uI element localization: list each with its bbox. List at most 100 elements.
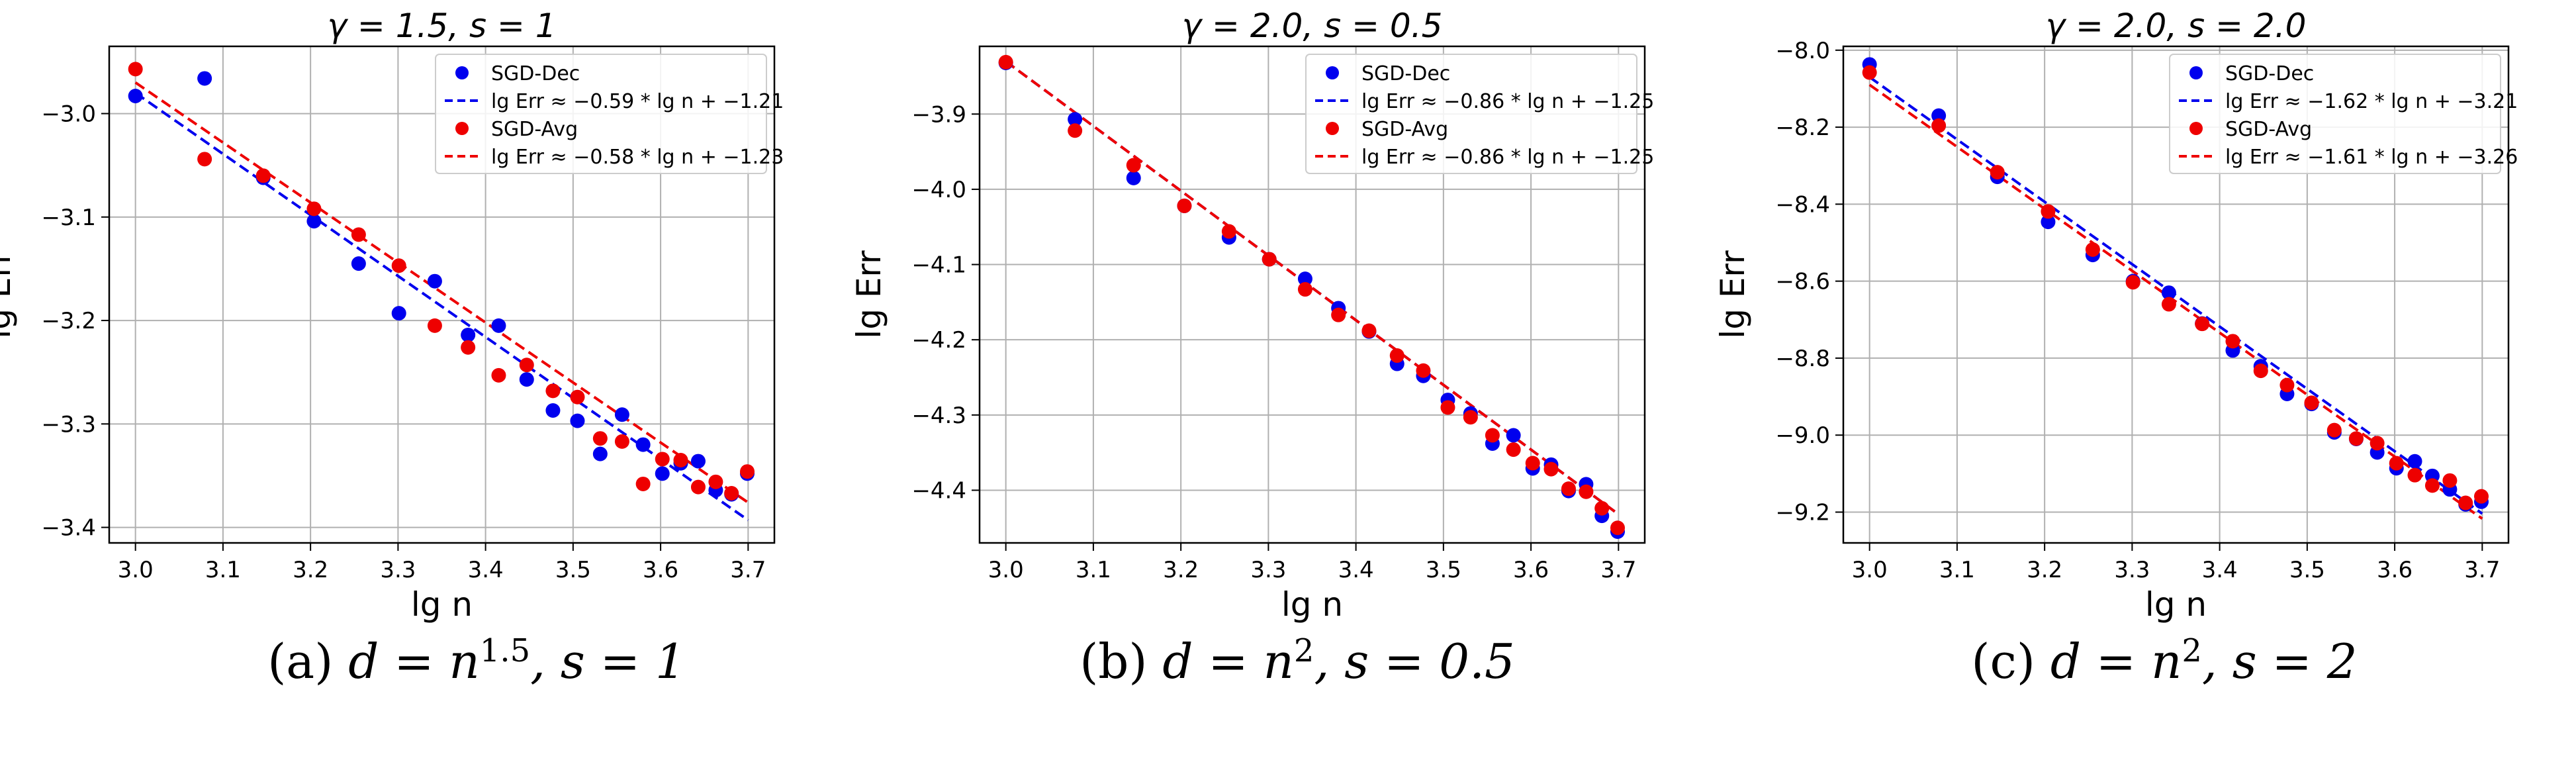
x-tick-label: 3.2 (1163, 557, 1199, 583)
sgd-dec-point (570, 413, 585, 428)
sgd-avg-point (570, 389, 585, 405)
caption-a-label: (a) (267, 634, 349, 689)
fit-line-avg (134, 81, 749, 504)
caption-a-rest: , s = 1 (530, 634, 686, 689)
y-tick-label: −3.1 (41, 205, 96, 231)
sgd-avg-point (2326, 422, 2342, 438)
caption-a-math: d = n (348, 634, 480, 689)
legend-entry-dec-fit-label: lg Err ≈ −0.86 * lg n + −1.25 (1361, 90, 1654, 113)
sgd-dec-point (614, 407, 629, 422)
sgd-avg-point (998, 54, 1013, 70)
legend-entry-sgd-dec-marker (2189, 66, 2203, 79)
caption-b-label: (b) (1080, 634, 1163, 689)
sgd-dec-point (1297, 271, 1312, 287)
x-tick-label: 3.1 (1939, 557, 1975, 583)
x-tick-label: 3.6 (2377, 557, 2413, 583)
x-tick-label: 3.0 (118, 557, 154, 583)
y-tick-label: −3.4 (41, 515, 96, 542)
chart-title: γ = 1.5, s = 1 (327, 7, 556, 45)
sgd-dec-point (461, 327, 476, 342)
y-axis-label: lg Err (850, 250, 888, 339)
caption-b-exponent: 2 (1293, 632, 1314, 669)
y-axis-label: lg Err (1714, 250, 1752, 339)
legend-entry-avg-fit-label: lg Err ≈ −1.61 * lg n + −3.26 (2225, 146, 2518, 169)
y-tick-label: −3.9 (911, 101, 966, 128)
x-tick-label: 3.2 (293, 557, 328, 583)
x-tick-label: 3.0 (988, 557, 1024, 583)
sgd-avg-point (519, 358, 534, 373)
sgd-avg-point (1297, 282, 1312, 297)
sgd-avg-point (1990, 165, 2005, 180)
sgd-dec-point (655, 466, 670, 481)
caption-b-math: d = n (1162, 634, 1294, 689)
sgd-avg-point (427, 318, 442, 333)
sgd-dec-point (592, 446, 608, 461)
sgd-avg-point (2253, 363, 2268, 379)
legend: SGD-Dec lg Err ≈ −0.86 * lg n + −1.25 SGD-… (1305, 54, 1654, 174)
y-tick-label: −3.3 (41, 411, 96, 438)
sgd-avg-point (1068, 123, 1083, 138)
y-tick-label: −3.0 (41, 101, 96, 128)
legend-entry-sgd-avg-label: SGD-Avg (491, 118, 578, 141)
sgd-avg-point (635, 476, 651, 491)
x-tick-label: 3.3 (1250, 557, 1286, 583)
sgd-dec-point (2041, 215, 2056, 230)
sgd-avg-point (461, 340, 476, 355)
caption-a-exponent: 1.5 (479, 632, 531, 669)
sgd-avg-point (2195, 316, 2210, 332)
x-tick-label: 3.4 (1338, 557, 1374, 583)
caption-c-math: d = n (2050, 634, 2182, 689)
legend-entry-dec-fit-label: lg Err ≈ −0.59 * lg n + −1.21 (491, 90, 784, 113)
sgd-avg-point (1862, 65, 1877, 80)
x-axis-label: lg n (2145, 585, 2207, 624)
sgd-dec-point (306, 214, 322, 229)
sgd-avg-point (1389, 348, 1404, 363)
sgd-avg-point (1262, 252, 1277, 267)
x-tick-label: 3.7 (2464, 557, 2500, 583)
caption-c-exponent: 2 (2182, 632, 2202, 669)
plot-frame (108, 45, 776, 544)
x-tick-label: 3.1 (205, 557, 241, 583)
sgd-avg-point (128, 62, 143, 77)
legend: SGD-Dec lg Err ≈ −1.62 * lg n + −3.21 SGD-… (2169, 54, 2518, 174)
y-tick-label: −4.0 (911, 177, 966, 203)
sgd-avg-point (740, 464, 755, 479)
y-tick-label: −8.2 (1775, 115, 1830, 141)
sgd-avg-point (197, 152, 212, 167)
sgd-avg-point (2407, 467, 2422, 483)
sgd-dec-point (690, 454, 706, 469)
x-tick-label: 3.5 (1426, 557, 1461, 583)
legend-entry-dec-fit-label: lg Err ≈ −1.62 * lg n + −3.21 (2225, 90, 2518, 113)
sgd-dec-point (2407, 454, 2422, 469)
x-tick-label: 3.2 (2027, 557, 2062, 583)
legend-entry-sgd-avg-marker (455, 122, 469, 135)
sgd-avg-point (724, 486, 739, 501)
y-tick-label: −9.0 (1775, 422, 1830, 449)
x-tick-label: 3.7 (1600, 557, 1636, 583)
sgd-avg-point (2348, 431, 2364, 446)
sgd-avg-point (306, 201, 322, 216)
x-tick-label: 3.1 (1076, 557, 1111, 583)
sgd-avg-point (2442, 473, 2458, 488)
legend-entry-sgd-avg-label: SGD-Avg (1361, 118, 1448, 141)
sgd-avg-point (545, 383, 561, 399)
caption-b-rest: , s = 0.5 (1314, 634, 1515, 689)
x-tick-label: 3.5 (555, 557, 591, 583)
x-tick-label: 3.5 (2289, 557, 2325, 583)
sgd-avg-point (1463, 410, 1478, 425)
sgd-dec-point (128, 89, 143, 103)
sgd-avg-point (1506, 442, 1521, 457)
sgd-avg-point (2161, 297, 2176, 312)
caption-c-rest: , s = 2 (2201, 634, 2358, 689)
sgd-avg-point (690, 479, 706, 495)
legend-box (2169, 54, 2501, 174)
sgd-avg-point (2085, 242, 2100, 257)
legend-entry-avg-fit-label: lg Err ≈ −0.86 * lg n + −1.25 (1361, 146, 1654, 169)
sgd-dec-point (1506, 428, 1521, 443)
y-tick-label: −8.8 (1775, 346, 1830, 372)
sgd-avg-point (655, 452, 670, 467)
sgd-dec-point (635, 437, 651, 452)
caption-c: (c) d = n2, s = 2 (1833, 632, 2495, 689)
caption-b: (b) d = n2, s = 0.5 (966, 632, 1628, 689)
